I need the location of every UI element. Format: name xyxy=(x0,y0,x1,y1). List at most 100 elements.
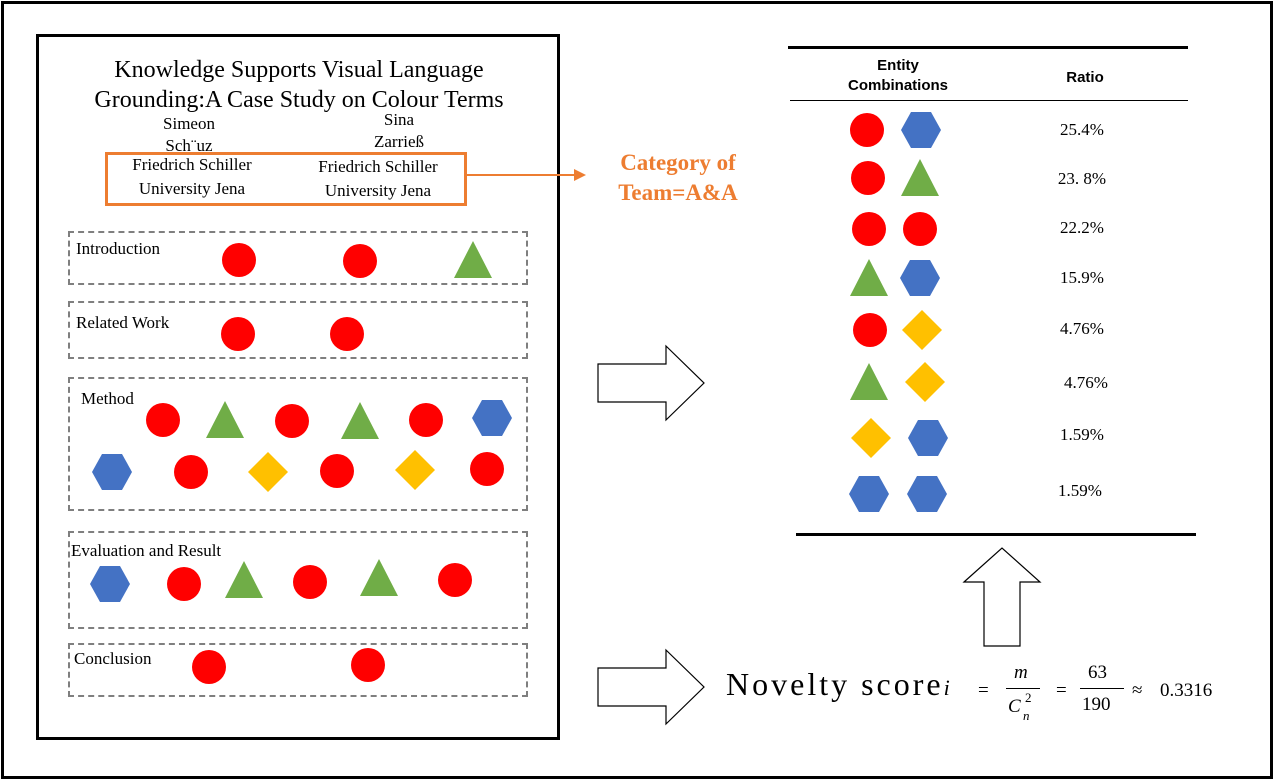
hexagon-shape xyxy=(472,400,512,436)
fraction2-bar xyxy=(1080,688,1124,689)
circle-icon xyxy=(438,563,472,597)
triangle-icon xyxy=(850,259,888,296)
circle-icon xyxy=(221,317,255,351)
circle-icon xyxy=(903,212,937,246)
circle-icon xyxy=(851,161,885,195)
circle-icon xyxy=(351,648,385,682)
hexagon-icon xyxy=(907,476,947,512)
diamond-icon xyxy=(902,310,942,350)
circle-icon xyxy=(275,404,309,438)
hexagon-shape xyxy=(908,420,948,456)
circle-shape xyxy=(438,563,472,597)
hexagon-icon xyxy=(90,566,130,602)
circle-icon xyxy=(852,212,886,246)
hexagon-icon xyxy=(900,260,940,296)
paper-page: Knowledge Supports Visual Language Groun… xyxy=(36,34,560,740)
hexagon-icon xyxy=(849,476,889,512)
fraction1-denominator: C xyxy=(1008,696,1021,717)
table-top-rule xyxy=(788,46,1188,49)
circle-icon xyxy=(853,313,887,347)
affiliation1: Friedrich Schiller University Jena xyxy=(117,153,267,201)
equals-sign-1: = xyxy=(978,680,989,701)
circle-shape xyxy=(409,403,443,437)
circle-shape xyxy=(903,212,937,246)
header-col1-line1: Entity xyxy=(877,57,919,74)
affiliation2: Friedrich Schiller University Jena xyxy=(303,155,453,203)
circle-icon xyxy=(174,455,208,489)
fraction1-bar xyxy=(1006,688,1040,689)
section-method: Method xyxy=(68,377,528,511)
paper-title-line1: Knowledge Supports Visual Language xyxy=(114,57,484,83)
header-col1-line2: Combinations xyxy=(848,77,948,94)
fraction2-denominator: 190 xyxy=(1082,694,1111,715)
right-arrow-to-formula xyxy=(597,648,705,726)
author2: Sina Zarrieß xyxy=(349,109,449,153)
ratio-cell: 15.9% xyxy=(1060,268,1104,287)
ratio-cell: 1.59% xyxy=(1060,425,1104,444)
ratio-cell: 1.59% xyxy=(1058,481,1102,500)
category-label: Category of Team=A&A xyxy=(598,148,758,208)
table-header-rule xyxy=(790,100,1188,101)
diamond-icon xyxy=(905,362,945,402)
circle-icon xyxy=(222,243,256,277)
ratio-cell: 23. 8% xyxy=(1057,169,1107,188)
hexagon-shape xyxy=(849,476,889,512)
circle-shape xyxy=(320,454,354,488)
circle-shape xyxy=(222,243,256,277)
diamond-shape xyxy=(395,450,435,490)
hexagon-icon xyxy=(901,112,941,148)
hexagon-shape xyxy=(900,260,940,296)
triangle-shape xyxy=(901,159,939,196)
category-line1: Category of xyxy=(620,150,736,175)
novelty-score-label: Novelty scorei xyxy=(726,666,950,703)
hexagon-shape xyxy=(92,454,132,490)
diamond-icon xyxy=(395,450,435,490)
fraction2-numerator: 63 xyxy=(1088,662,1107,683)
triangle-icon xyxy=(454,241,492,278)
hexagon-shape xyxy=(907,476,947,512)
right-arrow-to-table xyxy=(597,344,705,422)
section-related-work: Related Work xyxy=(68,301,528,359)
hexagon-icon xyxy=(908,420,948,456)
triangle-shape xyxy=(360,559,398,596)
fraction1-numerator: m xyxy=(1014,662,1028,683)
triangle-shape xyxy=(850,259,888,296)
up-arrow-to-table xyxy=(962,547,1042,647)
circle-icon xyxy=(293,565,327,599)
ratio-cell: 22.2% xyxy=(1060,218,1104,237)
section-conclusion: Conclusion xyxy=(68,643,528,697)
circle-shape xyxy=(330,317,364,351)
triangle-shape xyxy=(341,402,379,439)
circle-shape xyxy=(851,161,885,195)
triangle-shape xyxy=(454,241,492,278)
author2-first-name: Sina xyxy=(383,110,415,129)
diamond-shape xyxy=(905,362,945,402)
hexagon-shape xyxy=(901,112,941,148)
section-label: Related Work xyxy=(76,313,170,332)
approx-sign: ≈ xyxy=(1132,680,1143,701)
triangle-icon xyxy=(225,561,263,598)
section-label: Method xyxy=(81,389,134,408)
table-bottom-rule xyxy=(796,533,1196,536)
section-label: Evaluation and Result xyxy=(71,541,222,560)
header-ratio: Ratio xyxy=(1066,69,1104,86)
circle-icon xyxy=(146,403,180,437)
paper-title-line2: Grounding:A Case Study on Colour Terms xyxy=(94,87,504,113)
circle-shape xyxy=(275,404,309,438)
category-line2: Team=A&A xyxy=(618,180,738,205)
triangle-shape xyxy=(225,561,263,598)
circle-shape xyxy=(853,313,887,347)
circle-icon xyxy=(850,113,884,147)
affiliation2-line2: University Jena xyxy=(324,181,432,200)
circle-shape xyxy=(174,455,208,489)
author1: Simeon Sch¨uz xyxy=(139,113,239,157)
author1-last-name: Sch¨uz xyxy=(165,136,213,155)
circle-icon xyxy=(330,317,364,351)
header-entity-combinations: Entity Combinations xyxy=(828,56,968,96)
circle-shape xyxy=(293,565,327,599)
triangle-shape xyxy=(206,401,244,438)
circle-shape xyxy=(192,650,226,684)
circle-icon xyxy=(167,567,201,601)
section-label: Conclusion xyxy=(74,649,152,668)
